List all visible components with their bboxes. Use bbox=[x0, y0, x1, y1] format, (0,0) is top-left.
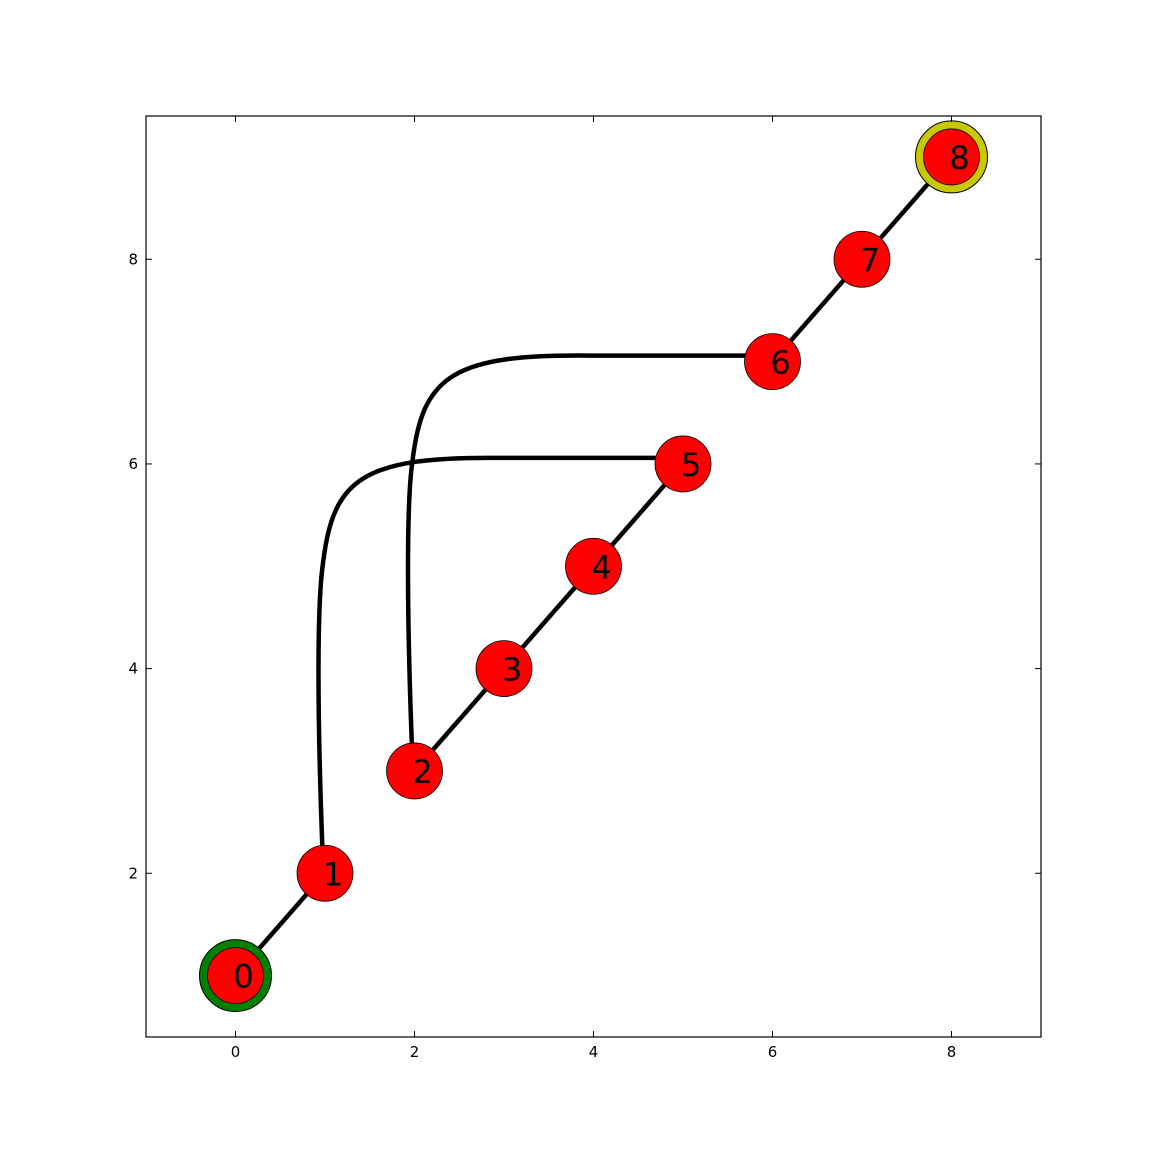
y-tick-label: 4 bbox=[128, 660, 138, 678]
node-1-label: 1 bbox=[323, 855, 343, 893]
node-8-label: 8 bbox=[949, 139, 969, 177]
node-0-label: 0 bbox=[233, 958, 253, 996]
y-tick-label: 8 bbox=[128, 250, 138, 268]
node-7-label: 7 bbox=[860, 241, 880, 279]
x-tick-label: 6 bbox=[768, 1043, 778, 1061]
node-3-label: 3 bbox=[502, 651, 522, 689]
x-tick-label: 4 bbox=[589, 1043, 599, 1061]
x-tick-label: 8 bbox=[947, 1043, 957, 1061]
x-tick-label: 0 bbox=[231, 1043, 241, 1061]
node-2-label: 2 bbox=[412, 753, 432, 791]
node-6-label: 6 bbox=[770, 344, 790, 382]
node-4-label: 4 bbox=[591, 548, 611, 586]
y-tick-label: 2 bbox=[128, 864, 138, 882]
y-tick-label: 6 bbox=[128, 455, 138, 473]
x-tick-label: 2 bbox=[410, 1043, 420, 1061]
node-5-label: 5 bbox=[681, 446, 701, 484]
